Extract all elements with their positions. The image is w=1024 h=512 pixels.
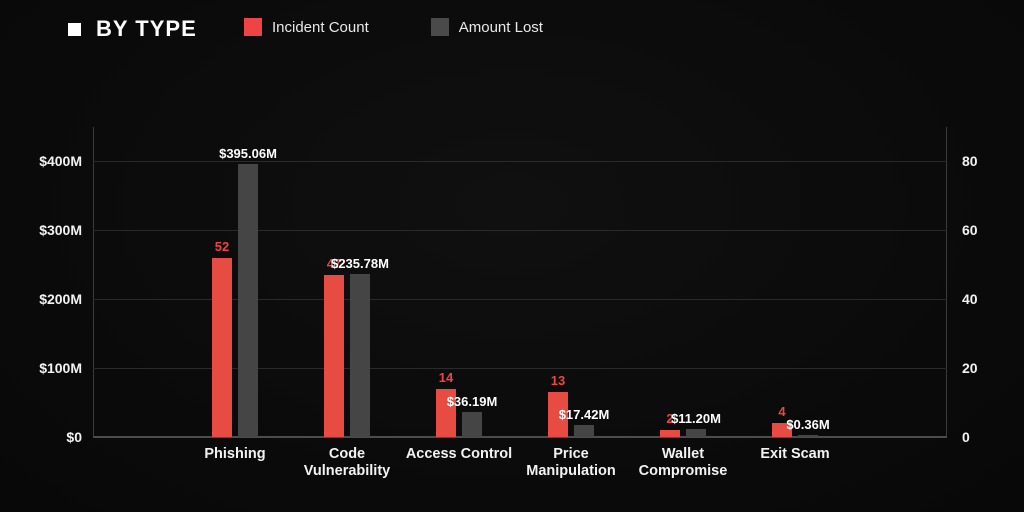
tick-label-right: 40 (962, 291, 978, 307)
tick-label-left: $100M (39, 360, 82, 376)
incident-count-bar (324, 275, 344, 437)
amount-lost-bar (686, 429, 706, 437)
gridline (93, 230, 947, 231)
y-axis-left-line (93, 127, 94, 437)
amount-lost-bar (462, 412, 482, 437)
gridline (93, 161, 947, 162)
legend-swatch-incident-count-icon (244, 18, 262, 36)
x-axis-line (93, 436, 947, 438)
tick-label-right: 80 (962, 153, 978, 169)
legend-item-amount-lost[interactable]: Amount Lost (430, 18, 543, 36)
amount-lost-bar (238, 164, 258, 437)
incident-count-bar (548, 392, 568, 437)
legend-label-amount-lost: Amount Lost (458, 18, 543, 36)
incident-count-value-label: 14 (438, 370, 454, 385)
tick-label-left: $400M (39, 153, 82, 169)
incident-count-value-label: 47 (326, 256, 342, 271)
incident-count-value-label: 13 (550, 373, 566, 388)
chart-header: BY TYPE (68, 16, 197, 42)
amount-lost-value-label: $36.19M (446, 394, 498, 409)
amount-lost-bar (350, 274, 370, 437)
incident-count-bar (772, 423, 792, 437)
category-label: Wallet Compromise (638, 446, 728, 479)
amount-lost-bar (574, 425, 594, 437)
category-label: Price Manipulation (526, 446, 616, 479)
gridline (93, 368, 947, 369)
y-axis-right-line (946, 127, 947, 437)
tick-label-left: $200M (39, 291, 82, 307)
category-label: Code Vulnerability (303, 446, 391, 479)
title-bullet-icon (68, 22, 81, 36)
category-label: Exit Scam (760, 446, 830, 462)
plot-area: 52 $395.06M 47 $235.78M 14 $36.19M 13 $17.42M 2 $… (93, 127, 947, 438)
legend-item-incident-count[interactable]: Incident Count (244, 18, 369, 36)
tick-label-right: 0 (962, 429, 970, 445)
category-label: Phishing (204, 446, 266, 462)
incident-count-bar (660, 430, 680, 437)
tick-label-left: $0 (66, 429, 82, 445)
amount-lost-bar (798, 435, 818, 437)
category-label: Access Control (405, 446, 513, 462)
amount-lost-value-label: $395.06M (219, 146, 277, 161)
legend: Incident Count Amount Lost (244, 18, 543, 36)
legend-swatch-amount-lost-icon (430, 18, 449, 36)
incident-count-value-label: 4 (778, 404, 786, 419)
tick-label-left: $300M (39, 222, 82, 238)
incident-count-bar (436, 389, 456, 437)
amount-lost-value-label: $235.78M (331, 256, 389, 271)
amount-lost-value-label: $11.20M (671, 411, 721, 426)
tick-label-right: 20 (962, 360, 978, 376)
amount-lost-value-label: $17.42M (558, 407, 610, 422)
amount-lost-value-label: $0.36M (786, 417, 830, 432)
chart-title: BY TYPE (96, 16, 197, 41)
tick-label-right: 60 (962, 222, 978, 238)
legend-label-incident-count: Incident Count (272, 18, 369, 36)
incident-count-value-label: 2 (666, 411, 674, 426)
incident-count-bar (212, 258, 232, 437)
incident-count-value-label: 52 (214, 239, 230, 254)
gridline (93, 299, 947, 300)
